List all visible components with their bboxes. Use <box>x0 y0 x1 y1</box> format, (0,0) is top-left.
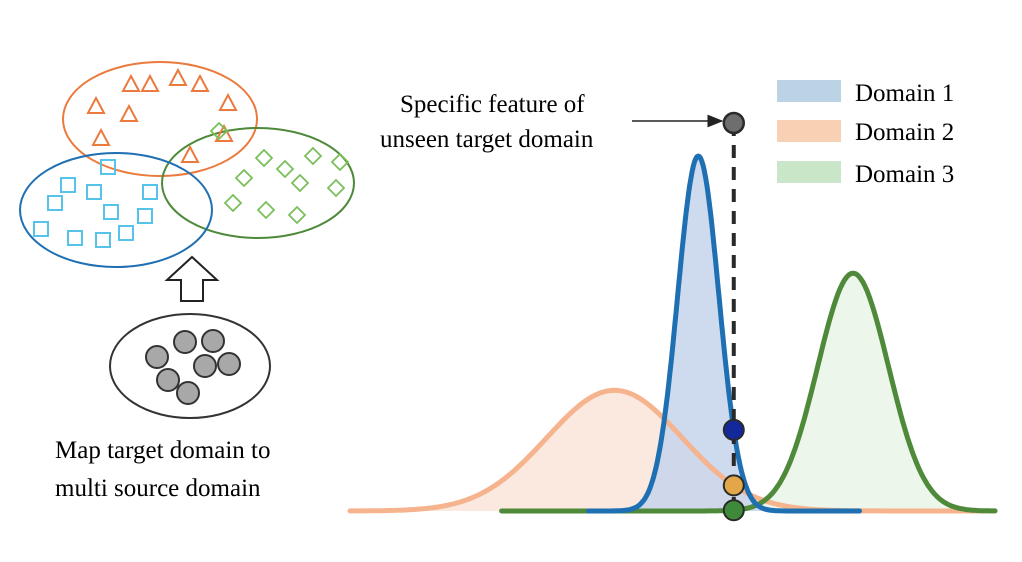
legend-label-domain2: Domain 2 <box>855 119 954 146</box>
triangle-marker <box>121 73 141 92</box>
map-caption-line2: multi source domain <box>55 475 261 502</box>
domain2-triangle-markers <box>86 67 238 163</box>
legend-swatch-domain1 <box>777 80 841 102</box>
legend-swatch-domain2 <box>777 120 841 142</box>
square-marker <box>118 225 134 241</box>
intersection-markers <box>722 418 745 522</box>
target-feature-point <box>722 111 746 135</box>
triangle-marker <box>180 144 200 163</box>
diamond-marker <box>256 200 276 220</box>
square-marker <box>142 184 158 200</box>
domain1-area <box>588 156 860 511</box>
distribution-chart <box>347 111 998 522</box>
triangle-marker <box>218 92 238 111</box>
target-sample-circle <box>193 354 217 378</box>
square-marker <box>60 177 76 193</box>
domain3-diamond-markers <box>209 121 350 225</box>
up-arrow-icon <box>164 255 220 302</box>
domain2-intersection-marker <box>722 474 745 497</box>
square-marker <box>86 184 102 200</box>
diamond-marker <box>234 168 254 188</box>
triangle-marker <box>91 127 111 146</box>
domain3-curve <box>499 270 998 514</box>
diamond-marker <box>254 148 274 168</box>
legend-swatch-domain3 <box>777 161 841 183</box>
source-clusters <box>19 61 355 268</box>
diamond-marker <box>330 152 350 172</box>
domain2-ellipse <box>62 61 258 177</box>
target-sample-circle <box>176 381 200 405</box>
target-sample-circle <box>201 329 225 353</box>
triangle-marker <box>140 73 160 92</box>
domain3-ellipse <box>161 127 355 239</box>
domain1-ellipse <box>19 152 213 268</box>
square-marker <box>47 195 63 211</box>
square-marker <box>137 208 153 224</box>
triangle-marker <box>86 95 106 114</box>
triangle-marker <box>190 73 210 92</box>
square-marker <box>100 159 116 175</box>
square-marker <box>33 221 49 237</box>
diamond-marker <box>303 146 323 166</box>
square-marker <box>103 204 119 220</box>
domain3-intersection-marker <box>722 499 745 522</box>
target-sample-circle <box>173 330 197 354</box>
target-sample-markers <box>145 329 241 405</box>
target-sample-circle <box>145 345 169 369</box>
legend-label-domain3: Domain 3 <box>855 161 954 188</box>
diamond-marker <box>223 193 243 213</box>
triangle-marker <box>214 123 234 142</box>
target-sample-circle <box>217 352 241 376</box>
distribution-curves <box>347 153 998 514</box>
domain1-square-markers <box>33 159 158 248</box>
diamond-marker <box>287 205 307 225</box>
diamond-marker <box>209 121 229 141</box>
diamond-marker <box>290 173 310 193</box>
map-caption-line1: Map target domain to <box>55 437 270 464</box>
square-marker <box>67 230 83 246</box>
triangle-marker <box>168 67 188 86</box>
target-domain-ellipse <box>109 313 271 419</box>
square-marker <box>95 232 111 248</box>
target-sample-circle <box>156 368 180 392</box>
domain3-area <box>501 273 995 511</box>
feature-label-line2: unseen target domain <box>380 126 594 153</box>
legend-label-domain1: Domain 1 <box>855 80 954 107</box>
domain2-curve <box>347 387 998 514</box>
feature-label-line1: Specific feature of <box>400 91 585 118</box>
domain1-intersection-marker <box>722 418 745 441</box>
diamond-marker <box>275 159 295 179</box>
triangle-marker <box>119 103 139 122</box>
domain1-curve <box>586 153 862 514</box>
diamond-marker <box>326 178 346 198</box>
distribution-areas <box>350 156 995 511</box>
legend: Domain 1 Domain 2 Domain 3 <box>777 80 954 188</box>
